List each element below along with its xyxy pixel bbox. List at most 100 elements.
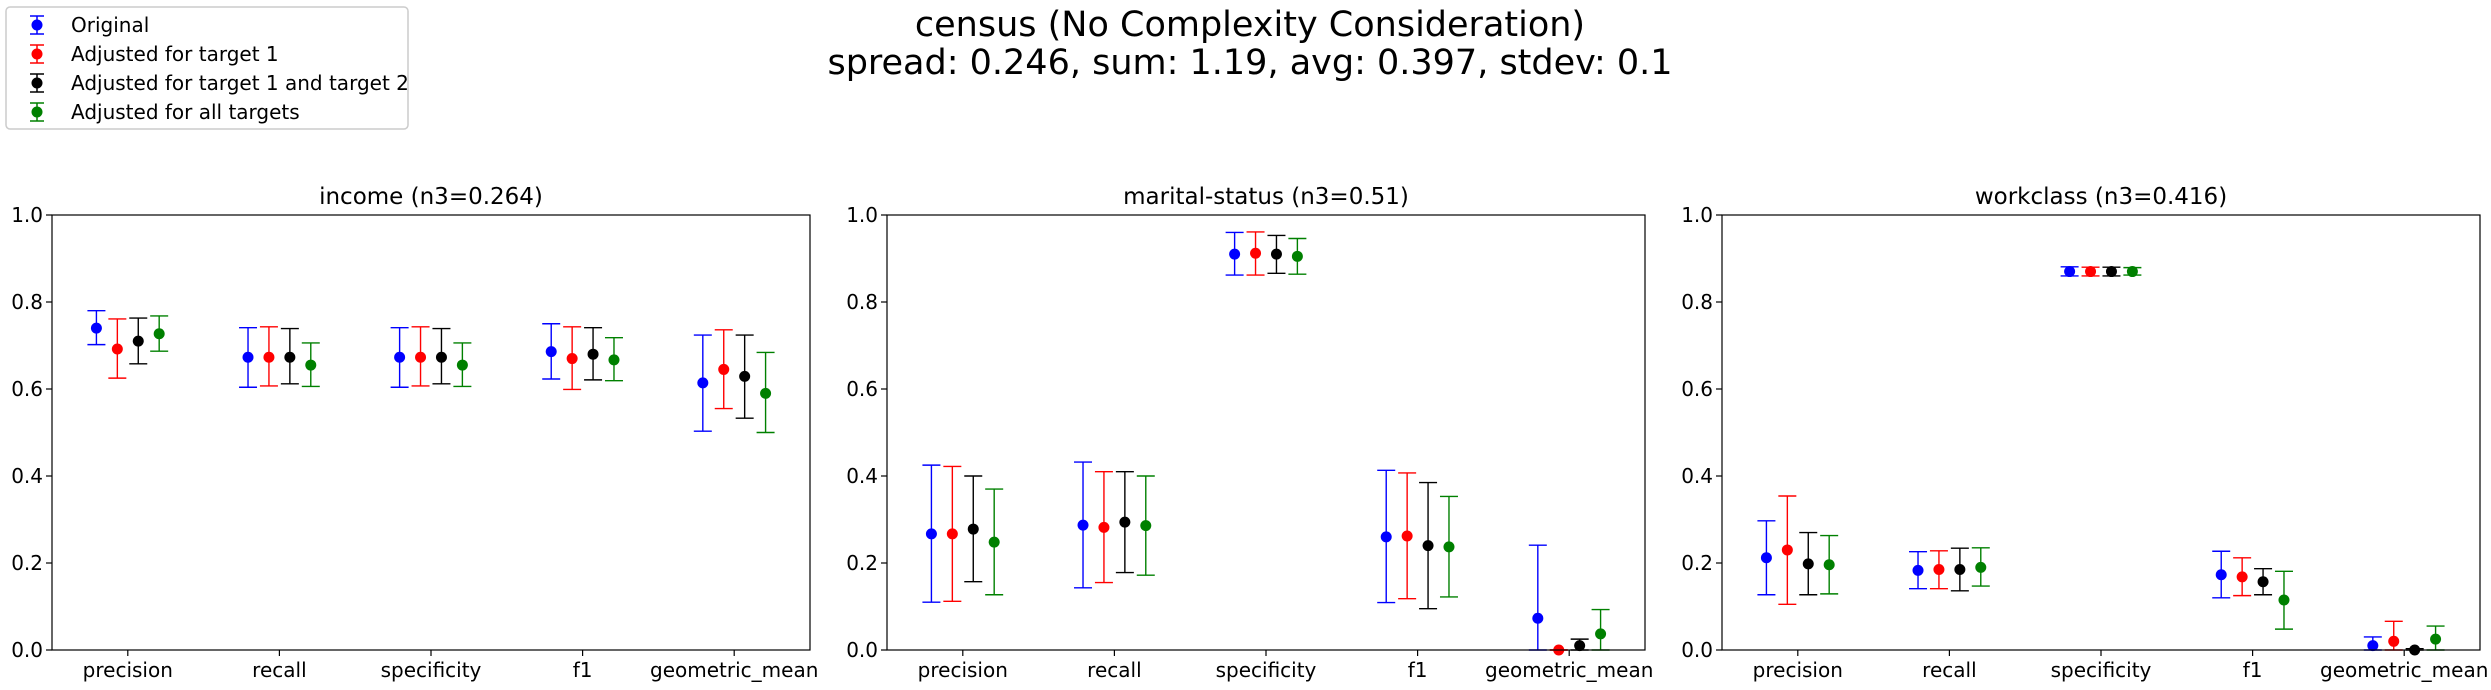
x-tick-label: precision [918, 658, 1008, 682]
x-tick-label: precision [1753, 658, 1843, 682]
axes-frame [1721, 214, 2481, 651]
y-tick-label: 0.2 [1681, 551, 1713, 575]
x-tick-label: geometric_mean [2320, 658, 2488, 682]
legend-label: Original [71, 13, 149, 37]
data-point [1119, 516, 1131, 528]
legend-entry-adjusted-for-target-1: Adjusted for target 1 [30, 42, 279, 66]
data-point [1532, 612, 1544, 624]
series-original [922, 231, 1547, 651]
y-tick-label: 1.0 [11, 203, 43, 227]
series-adjusted-for-target-1-and-target-2 [1799, 266, 2424, 656]
data-point [718, 363, 730, 375]
panel-title: marital-status (n3=0.51) [1123, 184, 1409, 210]
legend-label: Adjusted for all targets [71, 100, 300, 124]
series-adjusted-for-target-1 [943, 231, 1568, 656]
data-point [1781, 544, 1793, 556]
y-tick-label: 0.8 [1681, 290, 1713, 314]
y-tick-label: 1.0 [846, 203, 878, 227]
data-point [1933, 564, 1945, 576]
series-adjusted-for-all-targets [985, 237, 1610, 651]
x-tick-label: recall [1087, 658, 1141, 682]
data-point [2064, 266, 2076, 278]
data-point [739, 370, 751, 382]
data-point [1140, 520, 1152, 532]
x-tick-label: f1 [1408, 658, 1428, 682]
y-tick-label: 0.8 [11, 290, 43, 314]
panel-marital-status: marital-status (n3=0.51) 0.0 0.2 0.4 0.6 0.8 1… [846, 184, 1653, 682]
data-point [1422, 540, 1434, 552]
x-tick-label: precision [83, 658, 173, 682]
panel-workclass: workclass (n3=0.416) 0.0 0.2 0.4 0.6 0.8 1.0 pr… [1681, 184, 2488, 682]
data-point [1401, 530, 1413, 542]
y-tick-label: 0.8 [846, 290, 878, 314]
y-tick-label: 1.0 [1681, 203, 1713, 227]
panel-income: income (n3=0.264) 0.0 0.2 0.4 0.6 0.8 1.0 preci… [11, 184, 818, 682]
legend-label: Adjusted for target 1 [71, 42, 279, 66]
legend-entry-adjusted-for-target-1-and-target-2: Adjusted for target 1 and target 2 [30, 71, 409, 95]
x-tick-label: geometric_mean [1485, 658, 1653, 682]
data-point [2430, 633, 2442, 645]
data-point [2367, 640, 2379, 652]
y-tick-label: 0.6 [11, 377, 43, 401]
data-point [1380, 531, 1392, 543]
data-point [1823, 559, 1835, 571]
series-original [87, 310, 712, 432]
y-tick-label: 0.2 [846, 551, 878, 575]
y-tick-label: 0.4 [846, 464, 878, 488]
data-point [1574, 640, 1586, 652]
legend-entry-adjusted-for-all-targets: Adjusted for all targets [30, 100, 300, 124]
series-adjusted-for-target-1 [1778, 266, 2403, 651]
figure-title: census (No Complexity Consideration) [915, 5, 1585, 45]
series-adjusted-for-target-1-and-target-2 [129, 317, 754, 419]
data-point [1912, 564, 1924, 576]
x-tick-label: recall [1922, 658, 1976, 682]
x-tick-label: f1 [2243, 658, 2263, 682]
data-point [132, 335, 144, 347]
data-point [2085, 266, 2097, 278]
series-adjusted-for-all-targets [1820, 266, 2445, 651]
data-point [697, 377, 709, 389]
data-point [153, 328, 165, 340]
data-point [587, 348, 599, 360]
data-point [2257, 576, 2269, 588]
data-point [456, 359, 468, 371]
data-point [566, 353, 578, 365]
data-point [415, 351, 427, 363]
data-point [90, 322, 102, 334]
data-point [1954, 564, 1966, 576]
y-tick-label: 0.6 [1681, 377, 1713, 401]
series-adjusted-for-all-targets [150, 315, 775, 434]
data-point [435, 351, 447, 363]
data-point [305, 359, 317, 371]
x-tick-label: specificity [381, 658, 482, 682]
legend-marker-icon [31, 48, 43, 60]
panel-title: workclass (n3=0.416) [1975, 184, 2227, 210]
legend-marker-icon [31, 19, 43, 31]
data-point [1077, 519, 1089, 531]
series-adjusted-for-target-1-and-target-2 [964, 234, 1589, 652]
data-point [2215, 569, 2227, 581]
data-point [242, 351, 254, 363]
data-point [967, 523, 979, 535]
legend-marker-icon [31, 77, 43, 89]
legend: Original Adjusted for target 1 Adjusted fo… [5, 6, 409, 130]
x-tick-label: specificity [2051, 658, 2152, 682]
data-point [1250, 247, 1262, 259]
panel-title: income (n3=0.264) [319, 184, 543, 210]
data-point [988, 536, 1000, 548]
data-point [925, 528, 937, 540]
data-point [946, 528, 958, 540]
data-point [1595, 628, 1607, 640]
figure-subtitle: spread: 0.246, sum: 1.19, avg: 0.397, st… [827, 43, 1672, 83]
axes-frame [51, 214, 811, 651]
y-tick-label: 0.4 [1681, 464, 1713, 488]
data-point [2278, 594, 2290, 606]
y-tick-label: 0.6 [846, 377, 878, 401]
data-point [1229, 248, 1241, 260]
data-point [1270, 248, 1282, 260]
y-tick-label: 0.4 [11, 464, 43, 488]
y-tick-label: 0.0 [1681, 638, 1713, 662]
y-tick-label: 0.0 [846, 638, 878, 662]
data-point [1291, 250, 1303, 262]
